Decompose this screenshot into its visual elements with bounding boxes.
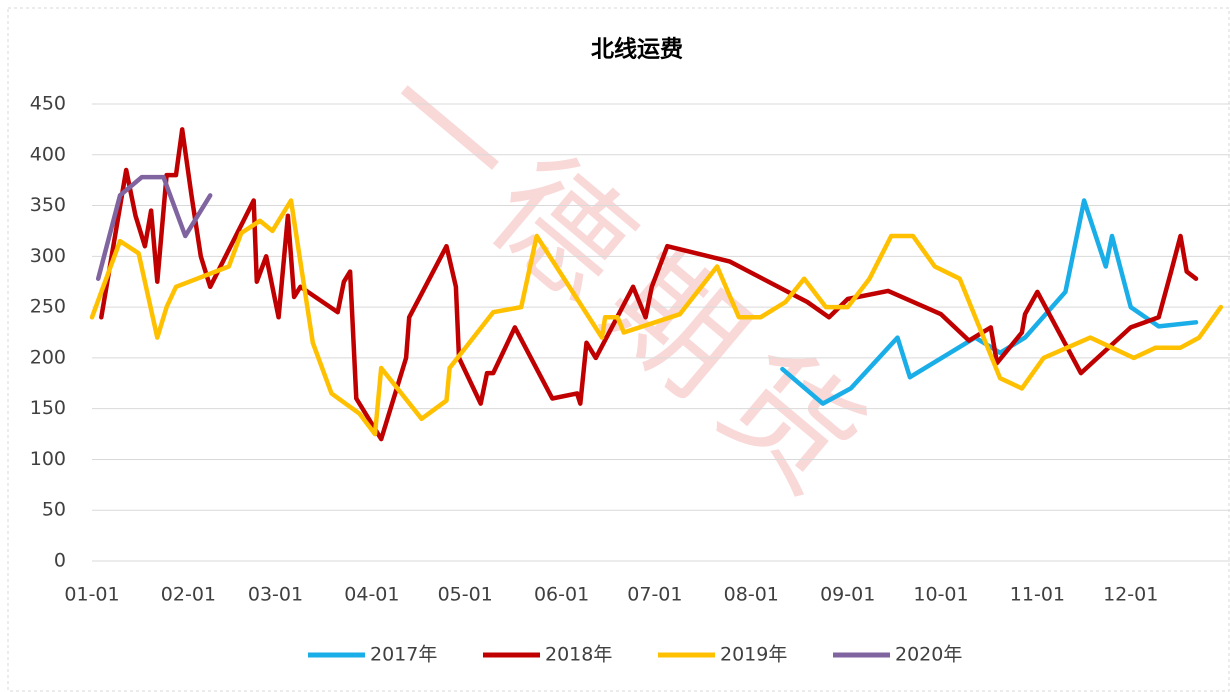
- x-tick-label: 08-01: [724, 584, 779, 606]
- y-tick-label: 0: [54, 550, 66, 572]
- chart-frame: [7, 7, 1230, 692]
- legend-label: 2020年: [895, 644, 962, 666]
- y-tick-label: 400: [30, 143, 66, 165]
- y-tick-label: 100: [30, 448, 66, 470]
- y-tick-label: 200: [30, 346, 66, 368]
- x-tick-label: 12-01: [1103, 584, 1158, 606]
- x-tick-label: 05-01: [438, 584, 493, 606]
- y-tick-label: 350: [30, 194, 66, 216]
- x-tick-label: 10-01: [913, 584, 968, 606]
- y-tick-label: 50: [42, 499, 66, 521]
- x-tick-label: 03-01: [248, 584, 303, 606]
- y-tick-label: 250: [30, 296, 66, 318]
- y-tick-label: 450: [30, 93, 66, 115]
- legend-label: 2018年: [545, 644, 612, 666]
- line-series: [89, 198, 1224, 437]
- x-tick-label: 09-01: [820, 584, 875, 606]
- line-series: [99, 127, 1199, 442]
- x-tick-label: 07-01: [627, 584, 682, 606]
- x-tick-label: 02-01: [161, 584, 216, 606]
- x-tick-label: 11-01: [1010, 584, 1065, 606]
- y-tick-label: 150: [30, 397, 66, 419]
- x-tick-label: 06-01: [534, 584, 589, 606]
- x-tick-label: 01-01: [64, 584, 119, 606]
- line-series: [95, 174, 213, 281]
- x-tick-label: 04-01: [344, 584, 399, 606]
- legend-label: 2017年: [370, 644, 437, 666]
- y-tick-label: 300: [30, 245, 66, 267]
- line-series: [780, 198, 1199, 406]
- chart-title: 北线运费: [591, 36, 683, 63]
- legend-label: 2019年: [720, 644, 787, 666]
